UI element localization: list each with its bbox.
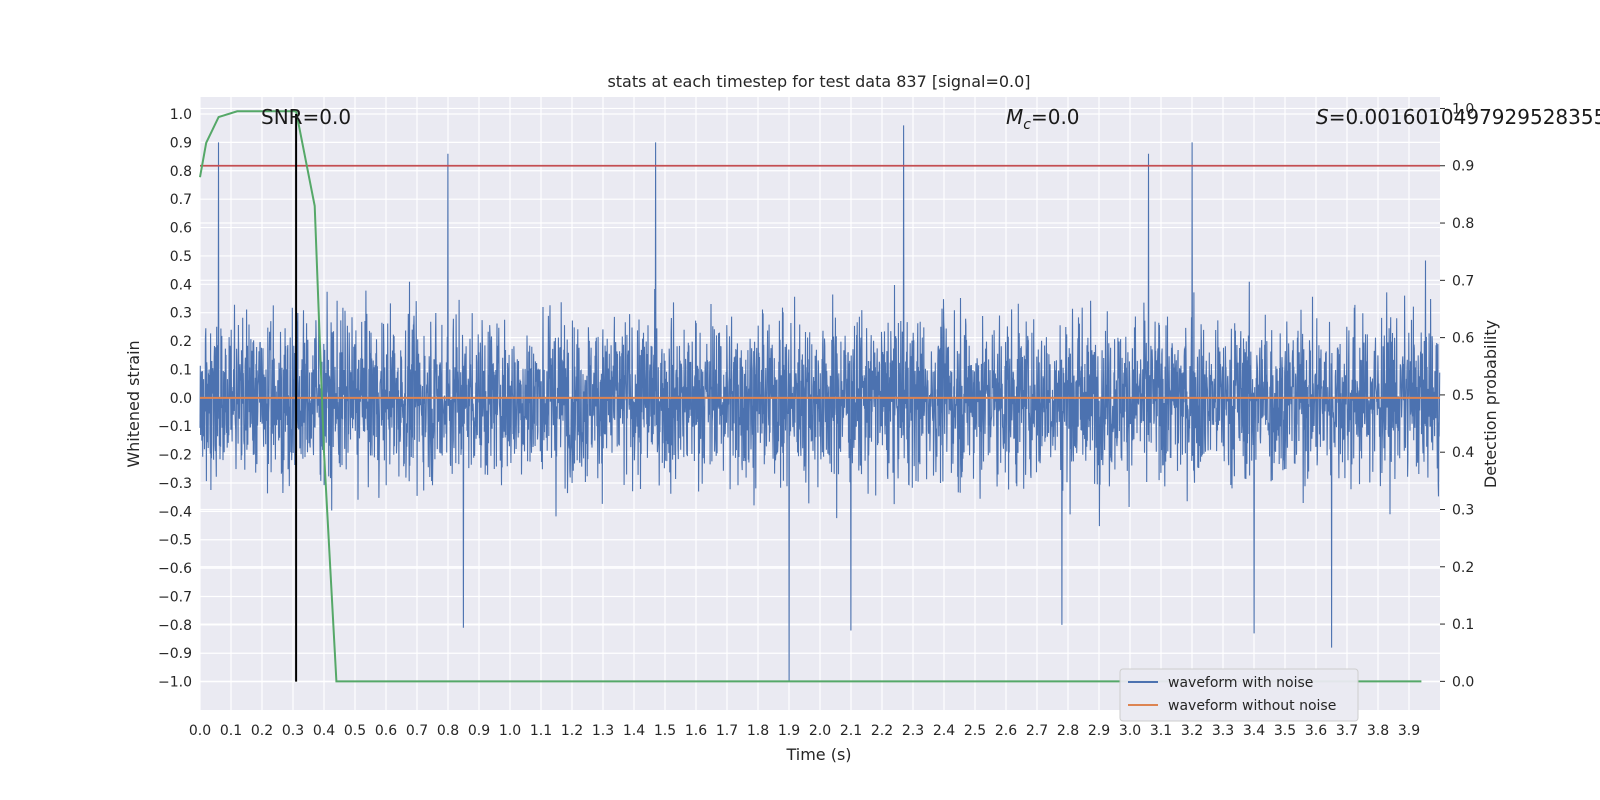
x-tick-label: 1.2	[561, 723, 583, 739]
y-tick-label: −0.5	[158, 533, 192, 549]
y-tick-label: −0.3	[158, 476, 192, 492]
y-tick-label: 0.2	[170, 334, 192, 350]
y2-tick-label: 0.0	[1452, 674, 1474, 690]
y2-tick-label: 0.3	[1452, 502, 1474, 518]
y-tick-label: 0.1	[170, 362, 192, 378]
x-tick-label: 0.3	[282, 723, 304, 739]
legend: waveform with noise waveform without noi…	[1119, 668, 1359, 722]
y2-tick-label: 0.2	[1452, 560, 1474, 576]
y2-tick-label: 0.7	[1452, 273, 1474, 289]
x-tick-label: 1.3	[592, 723, 614, 739]
y-tick-label: −0.1	[158, 419, 192, 435]
x-tick-label: 1.4	[623, 723, 645, 739]
x-tick-labels: 0.0 0.1 0.2 0.3 0.4 0.5 0.6 0.7 0.8 0.9 1.0 1.1 1.2 1…	[189, 723, 1420, 739]
y-tick-label: 0.0	[170, 391, 192, 407]
x-tick-label: 0.9	[468, 723, 490, 739]
y-tick-label: −1.0	[158, 675, 192, 691]
y-tick-label: 0.4	[170, 277, 192, 293]
x-tick-label: 1.6	[685, 723, 707, 739]
series-waveform-with-noise	[199, 125, 1441, 682]
legend-box	[1119, 668, 1359, 722]
y-tick-label: −0.8	[158, 618, 192, 634]
legend-label-waveform-with-noise: waveform with noise	[1168, 675, 1313, 691]
y2-tick-labels: 0.0 0.1 0.2 0.3 0.4 0.5 0.6 0.7 0.8 0.9 1.0	[1440, 101, 1474, 690]
x-tick-label: 0.8	[437, 723, 459, 739]
y-tick-label: −0.2	[158, 448, 192, 464]
x-tick-label: 1.0	[499, 723, 521, 739]
series-detection-probability	[199, 110, 1422, 683]
x-tick-label: 3.2	[1181, 723, 1203, 739]
x-tick-label: 3.6	[1305, 723, 1327, 739]
y-tick-label: 0.6	[170, 221, 192, 237]
x-tick-label: 3.1	[1150, 723, 1172, 739]
detection-probability-line	[199, 110, 1422, 683]
x-tick-label: 3.4	[1243, 723, 1265, 739]
x-tick-label: 0.1	[220, 723, 242, 739]
y-tick-label: 0.9	[170, 135, 192, 151]
x-tick-label: 3.0	[1119, 723, 1141, 739]
x-tick-label: 1.1	[530, 723, 552, 739]
x-tick-label: 0.7	[406, 723, 428, 739]
x-tick-label: 0.5	[344, 723, 366, 739]
annotation-s-value: =0.0016010497929528355	[1329, 105, 1600, 129]
x-tick-label: 0.2	[251, 723, 273, 739]
annotation-mc-sub: c	[1023, 117, 1031, 133]
x-tick-label: 2.4	[933, 723, 955, 739]
y2-tick-label: 0.1	[1452, 617, 1474, 633]
legend-label-waveform-without-noise: waveform without noise	[1168, 698, 1336, 714]
y-tick-label: −0.6	[158, 561, 192, 577]
annotation-s: S=0.0016010497929528355	[1316, 105, 1600, 129]
x-tick-label: 3.7	[1336, 723, 1358, 739]
x-tick-label: 1.9	[778, 723, 800, 739]
y2-tick-label: 0.9	[1452, 159, 1474, 175]
annotation-mc: Mc=0.0	[1006, 105, 1080, 133]
y-tick-label: 0.7	[170, 192, 192, 208]
y-tick-label: −0.7	[158, 589, 192, 605]
x-tick-label: 3.3	[1212, 723, 1234, 739]
y-tick-label: −0.9	[158, 646, 192, 662]
x-axis-label: Time (s)	[785, 745, 851, 764]
y2-tick-label: 0.4	[1452, 445, 1474, 461]
x-tick-label: 1.5	[654, 723, 676, 739]
x-tick-label: 0.4	[313, 723, 335, 739]
waveform-with-noise-line	[199, 125, 1441, 682]
annotation-mc-symbol: M	[1006, 105, 1023, 129]
x-tick-label: 2.0	[809, 723, 831, 739]
y-tick-label: 0.5	[170, 249, 192, 265]
y-tick-label: 0.8	[170, 164, 192, 180]
y2-tick-label: 1.0	[1452, 101, 1474, 117]
x-tick-label: 2.5	[964, 723, 986, 739]
x-tick-label: 1.7	[716, 723, 738, 739]
x-tick-label: 2.6	[995, 723, 1017, 739]
annotation-snr: SNR=0.0	[261, 105, 351, 129]
x-tick-label: 2.9	[1088, 723, 1110, 739]
x-tick-label: 3.5	[1274, 723, 1296, 739]
y2-axis-label: Detection probability	[1481, 320, 1500, 488]
x-tick-label: 2.8	[1057, 723, 1079, 739]
annotation-s-symbol: S	[1316, 105, 1329, 129]
y2-tick-label: 0.6	[1452, 331, 1474, 347]
x-tick-label: 3.9	[1398, 723, 1420, 739]
chart-title: stats at each timestep for test data 837…	[607, 72, 1030, 91]
y-tick-label: 1.0	[170, 107, 192, 123]
x-tick-label: 2.2	[871, 723, 893, 739]
y-axis-label: Whitened strain	[124, 340, 143, 467]
y-tick-label: 0.3	[170, 306, 192, 322]
x-tick-label: 2.1	[840, 723, 862, 739]
y2-tick-label: 0.5	[1452, 388, 1474, 404]
annotation-mc-value: =0.0	[1031, 105, 1080, 129]
y-gridlines	[200, 113, 1440, 683]
y-tick-labels: 1.0 0.9 0.8 0.7 0.6 0.5 0.4 0.3 0.2 0.1 0.0 −0.1 −0.…	[158, 107, 192, 691]
x-tick-label: 0.0	[189, 723, 211, 739]
x-tick-label: 2.3	[902, 723, 924, 739]
y-tick-label: −0.4	[158, 504, 192, 520]
x-tick-label: 2.7	[1026, 723, 1048, 739]
x-tick-label: 3.8	[1367, 723, 1389, 739]
y2-tick-label: 0.8	[1452, 216, 1474, 232]
x-tick-label: 0.6	[375, 723, 397, 739]
x-tick-label: 1.8	[747, 723, 769, 739]
